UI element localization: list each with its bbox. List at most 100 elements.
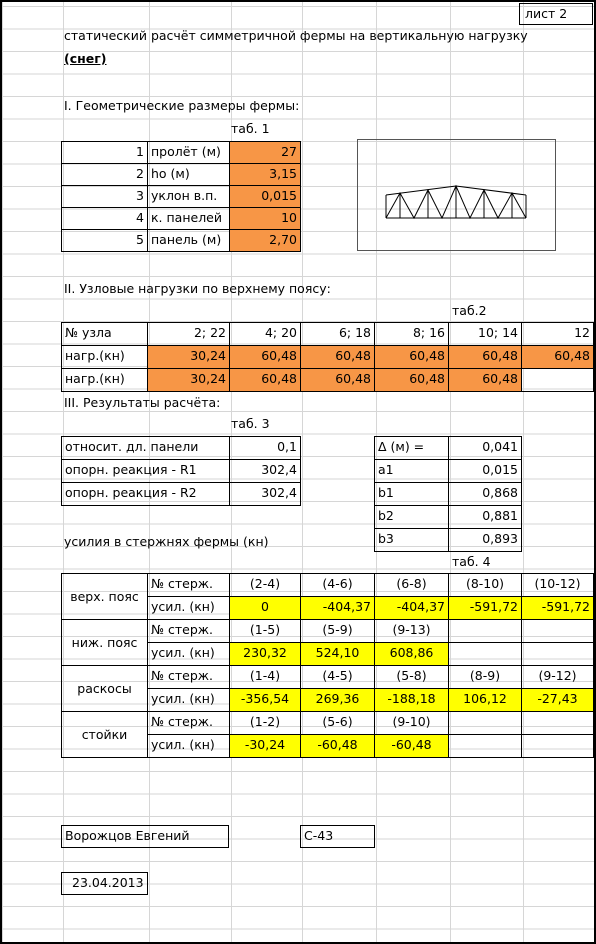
tab4-rod-cell: (6-8) [374, 573, 449, 597]
tab3-left-label: опорн. реакция - R2 [61, 482, 230, 506]
tab2-load-cell: 60,48 [448, 345, 522, 369]
tab4-rod-header: № стерж. [147, 573, 230, 597]
page-title: статический расчёт симметричной фермы на… [64, 28, 528, 43]
tab4-group-label: стойки [61, 711, 148, 758]
tab3-left-label: относит. дл. панели [61, 436, 230, 460]
tab2-load-cell [521, 368, 594, 392]
tab3-right-value: 0,868 [448, 482, 522, 506]
tab2-header-cell: 10; 14 [448, 322, 522, 346]
tab2-load-cell: 30,24 [147, 368, 230, 392]
tab4-force-cell: -30,24 [229, 734, 301, 758]
tab4-force-cell: -27,43 [521, 688, 594, 712]
tab3-right-label: b3 [374, 528, 449, 552]
tab1-row-label: ho (м) [147, 163, 230, 186]
tab4-rod-header: № стерж. [147, 665, 230, 689]
tab4-force-cell: 608,86 [374, 642, 449, 666]
tab3-right-label: Δ (м) = [374, 436, 449, 460]
tab4-force-cell: 0 [229, 596, 301, 620]
section-geometry-heading: I. Геометрические размеры фермы: [64, 98, 300, 113]
tab3-right-value: 0,041 [448, 436, 522, 460]
tab4-rod-cell: (4-5) [300, 665, 375, 689]
tab1-row-label: уклон в.п. [147, 185, 230, 208]
tab3-caption: таб. 3 [231, 416, 270, 431]
tab3-right-value: 0,893 [448, 528, 522, 552]
tab3-right-value: 0,881 [448, 505, 522, 529]
tab4-rod-cell: (5-6) [300, 711, 375, 735]
tab2-header-cell: 4; 20 [229, 322, 301, 346]
tab4-force-cell: 524,10 [300, 642, 375, 666]
tab4-rod-cell: (9-12) [521, 665, 594, 689]
sheet-label: лист 2 [519, 3, 593, 25]
tab4-force-cell [448, 642, 522, 666]
tab4-force-cell: -356,54 [229, 688, 301, 712]
tab2-header-cell: 8; 16 [374, 322, 449, 346]
section-results-heading: III. Результаты расчёта: [64, 395, 221, 410]
tab1-row-value: 0,015 [229, 185, 301, 208]
forces-label: усилия в стержнях фермы (кн) [64, 534, 269, 549]
tab1-row-number: 4 [61, 207, 148, 230]
tab4-rod-cell [521, 711, 594, 735]
tab1-row-value: 3,15 [229, 163, 301, 186]
tab1-caption: таб. 1 [231, 121, 270, 136]
tab2-header-cell: № узла [61, 322, 148, 346]
grid-column-line [63, 2, 64, 942]
grid-column-line [523, 2, 524, 942]
tab2-load-cell: 60,48 [374, 368, 449, 392]
tab1-row-number: 1 [61, 141, 148, 164]
tab4-rod-cell: (1-4) [229, 665, 301, 689]
tab4-force-cell: 230,32 [229, 642, 301, 666]
tab2-load-cell: 60,48 [229, 345, 301, 369]
tab3-left-value: 302,4 [229, 482, 301, 506]
tab4-force-cell: 106,12 [448, 688, 522, 712]
tab4-force-header: усил. (кн) [147, 642, 230, 666]
tab4-rod-cell: (10-12) [521, 573, 594, 597]
tab3-left-label: опорн. реакция - R1 [61, 459, 230, 483]
truss-picture [357, 139, 556, 251]
tab4-rod-cell: (1-2) [229, 711, 301, 735]
tab4-rod-cell: (8-9) [448, 665, 522, 689]
tab2-load-cell: нагр.(кн) [61, 345, 148, 369]
tab4-force-cell: -591,72 [521, 596, 594, 620]
tab1-row-value: 27 [229, 141, 301, 164]
tab1-row-value: 10 [229, 207, 301, 230]
tab3-right-label: b1 [374, 482, 449, 506]
tab2-load-cell: нагр.(кн) [61, 368, 148, 392]
tab1-row-number: 5 [61, 229, 148, 252]
tab2-load-cell: 60,48 [448, 368, 522, 392]
tab4-force-cell [521, 734, 594, 758]
tab3-right-label: b2 [374, 505, 449, 529]
date: 23.04.2013 [61, 872, 148, 895]
tab4-rod-header: № стерж. [147, 711, 230, 735]
tab1-row-number: 2 [61, 163, 148, 186]
tab4-force-cell: -188,18 [374, 688, 449, 712]
truss-diagram-icon [385, 184, 527, 220]
tab4-rod-cell: (5-9) [300, 619, 375, 643]
group-code: С-43 [300, 825, 375, 848]
tab2-header-cell: 6; 18 [300, 322, 375, 346]
tab4-rod-cell [521, 619, 594, 643]
tab2-load-cell: 60,48 [229, 368, 301, 392]
tab4-force-cell: 269,36 [300, 688, 375, 712]
tab2-load-cell: 30,24 [147, 345, 230, 369]
tab4-group-label: раскосы [61, 665, 148, 712]
tab2-caption: таб.2 [452, 303, 487, 318]
tab4-group-label: ниж. пояс [61, 619, 148, 666]
grid-column-line [450, 2, 451, 942]
tab2-load-cell: 60,48 [521, 345, 594, 369]
tab2-header-cell: 12 [521, 322, 594, 346]
tab4-rod-cell [448, 619, 522, 643]
tab4-force-cell: -404,37 [300, 596, 375, 620]
tab4-rod-cell: (5-8) [374, 665, 449, 689]
grid-column-line [302, 2, 303, 942]
tab4-force-header: усил. (кн) [147, 688, 230, 712]
tab4-rod-cell [448, 711, 522, 735]
tab2-header-cell: 2; 22 [147, 322, 230, 346]
tab3-right-value: 0,015 [448, 459, 522, 483]
tab4-force-header: усил. (кн) [147, 734, 230, 758]
tab3-left-value: 0,1 [229, 436, 301, 460]
tab4-group-label: верх. пояс [61, 573, 148, 620]
tab4-rod-cell: (4-6) [300, 573, 375, 597]
tab4-force-cell: -60,48 [374, 734, 449, 758]
tab4-force-cell [448, 734, 522, 758]
tab4-rod-cell: (1-5) [229, 619, 301, 643]
